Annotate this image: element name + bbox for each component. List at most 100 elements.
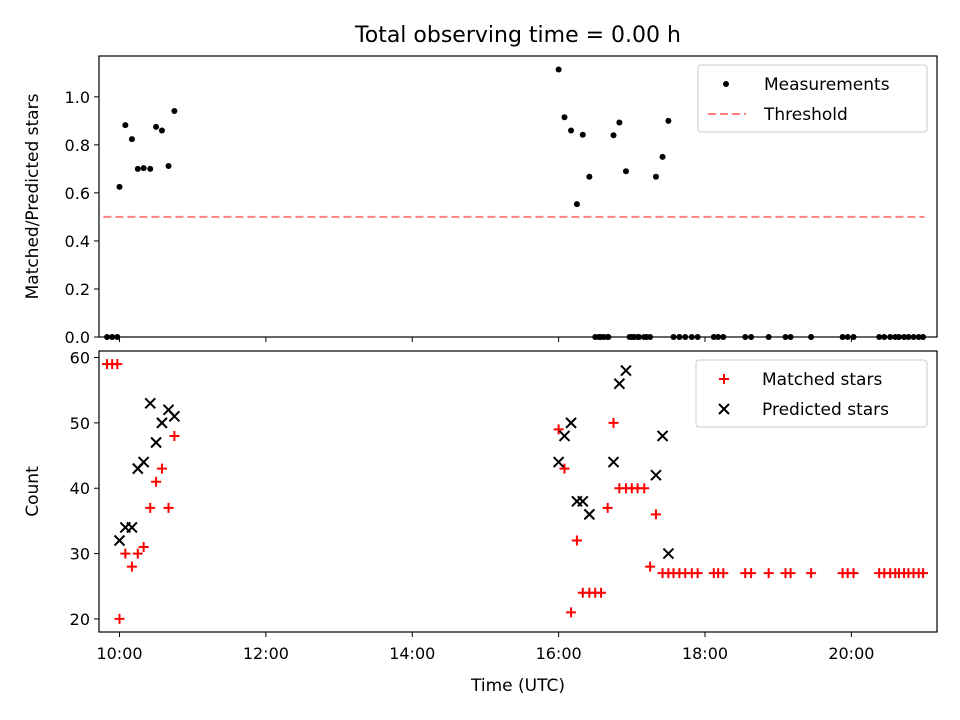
measurements-point [610, 132, 617, 139]
matched-stars-point [608, 417, 619, 428]
measurements-point [652, 173, 659, 180]
y-tick-label: 60 [70, 349, 90, 368]
matched-stars-point [650, 509, 661, 520]
axes-frame [98, 350, 938, 633]
matched-stars-point [553, 424, 564, 435]
predicted-stars-point [113, 534, 126, 547]
matched-stars-point [132, 548, 143, 559]
legend: Measurements Threshold [697, 64, 928, 133]
y-tick-label: 30 [70, 545, 90, 564]
legend-box [697, 64, 928, 133]
predicted-stars-point [650, 469, 662, 481]
predicted-stars-point [144, 397, 156, 409]
predicted-stars-point [656, 430, 669, 442]
matched-stars-point [151, 476, 162, 487]
legend: Matched stars Predicted stars [695, 359, 928, 428]
measurements-point [158, 127, 165, 134]
measurements-point [616, 119, 623, 126]
y-axis-label: Matched/Predicted stars [23, 93, 43, 299]
measurements-point [116, 183, 123, 190]
legend-icon-matched-stars [719, 374, 729, 384]
predicted-stars-point [620, 364, 632, 377]
legend-icon-measurements [723, 81, 729, 87]
measurements-point [134, 165, 141, 172]
y-tick-label: 20 [70, 610, 90, 629]
legend-label: Matched stars [762, 370, 882, 390]
matched-stars-point [918, 568, 929, 579]
measurements-point [586, 173, 593, 180]
matched-stars-point [571, 535, 582, 546]
matched-stars-point [806, 568, 817, 579]
panel-ratio: 0.0 0.2 0.4 0.6 0.8 1.0 Matched/Predicted star… [23, 55, 938, 347]
matched-stars-point [145, 502, 156, 513]
legend-label: Measurements [764, 75, 890, 95]
y-tick-label: 0.8 [65, 136, 90, 155]
x-axis-label: Time (UTC) [470, 676, 565, 696]
y-tick-label: 0.4 [65, 232, 90, 251]
measurements-point [665, 117, 672, 124]
predicted-stars-point [577, 495, 589, 508]
matched-stars-point [566, 607, 577, 618]
matched-stars-point [126, 561, 137, 572]
x-tick-label: 10:00 [96, 644, 142, 663]
measurements-point [573, 201, 580, 208]
x-tick-label: 18:00 [682, 644, 728, 663]
matched-stars-point [763, 568, 774, 579]
matched-stars-point [138, 542, 149, 553]
measurements-point [568, 127, 575, 134]
predicted-stars-point [613, 377, 626, 390]
y-tick-label: 0.0 [65, 328, 90, 347]
matched-stars-point [718, 568, 729, 579]
y-tick-label: 50 [70, 414, 90, 433]
x-tick-label: 16:00 [536, 644, 582, 663]
predicted-stars-point [168, 410, 181, 423]
predicted-stars-point [565, 417, 577, 429]
matched-stars-point [602, 502, 613, 513]
axes-frame [98, 55, 938, 338]
measurements-point [140, 165, 147, 172]
y-tick-label: 1.0 [65, 88, 90, 107]
matched-stars-point [163, 502, 174, 513]
matched-stars-point [596, 587, 607, 598]
matched-stars-point [114, 613, 125, 624]
matched-stars-point [156, 463, 167, 474]
predicted-stars-point [558, 430, 571, 442]
matched-stars-point [120, 548, 131, 559]
predicted-stars-point [137, 456, 150, 468]
y-tick-label: 0.6 [65, 184, 90, 203]
y-tick-label: 0.2 [65, 280, 90, 299]
matched-stars-point [639, 483, 650, 494]
predicted-stars-point [150, 436, 162, 449]
measurements-point [171, 107, 178, 114]
predicted-stars-point [607, 456, 620, 468]
predicted-stars-point [126, 521, 138, 534]
matched-stars-point [848, 568, 859, 579]
measurements-point [122, 122, 129, 129]
series-matched-stars [102, 359, 929, 624]
matched-stars-point [559, 463, 570, 474]
legend-box [695, 359, 928, 428]
plot-layer: 0.0 0.2 0.4 0.6 0.8 1.0 Matched/Predicted star… [23, 55, 938, 696]
y-axis-label: Count [23, 466, 43, 517]
matched-stars-point [112, 359, 123, 370]
matched-stars-point [645, 561, 656, 572]
x-tick-label: 12:00 [243, 644, 289, 663]
x-tick-label: 14:00 [389, 644, 435, 663]
matched-stars-point [692, 568, 703, 579]
measurements-point [561, 114, 568, 121]
series-predicted-stars [113, 364, 675, 560]
chart-title: Total observing time = 0.00 h [354, 23, 681, 48]
measurements-point [147, 165, 154, 172]
measurements-point [555, 66, 562, 73]
panel-count: 20 30 40 50 60 10:00 12:00 14:00 16:00 18:00 20:00… [23, 349, 938, 696]
legend-label: Predicted stars [762, 400, 889, 420]
measurements-point [128, 136, 135, 143]
predicted-stars-point [156, 417, 168, 429]
measurements-point [153, 123, 160, 130]
measurements-point [622, 168, 629, 175]
y-tick-label: 40 [70, 479, 90, 498]
predicted-stars-point [662, 547, 675, 560]
predicted-stars-point [583, 508, 596, 521]
x-tick-label: 20:00 [828, 644, 874, 663]
